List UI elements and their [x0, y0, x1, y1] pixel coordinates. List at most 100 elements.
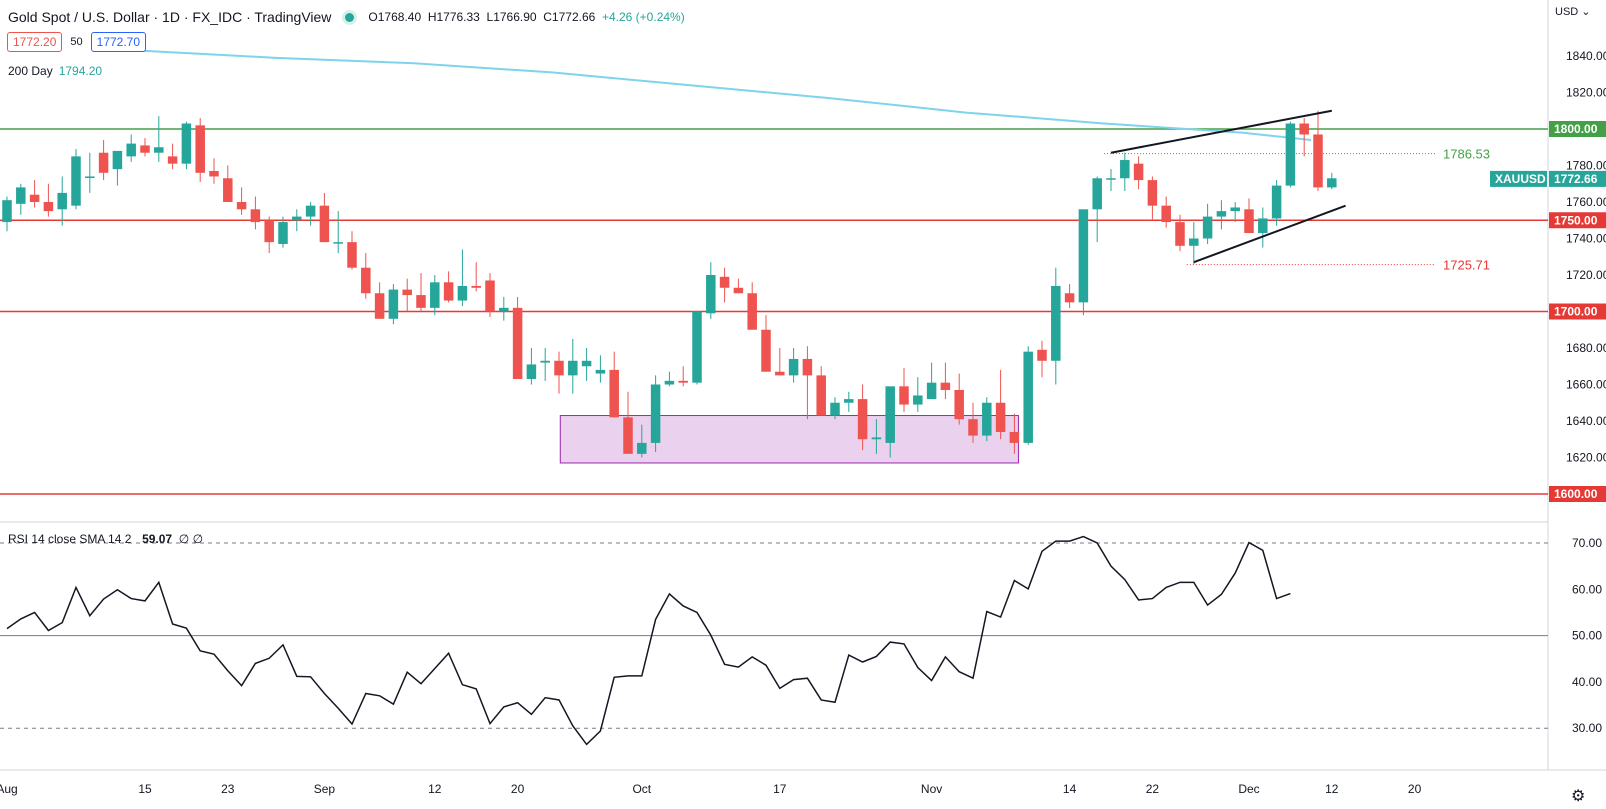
candle: [1271, 185, 1282, 219]
price-tick-label: 1780.00: [1566, 159, 1606, 173]
candle: [719, 276, 730, 288]
currency-selector[interactable]: USD ⌄: [1555, 5, 1591, 18]
price-tick-label: 1620.00: [1566, 451, 1606, 465]
candle: [264, 220, 274, 243]
candle: [871, 437, 882, 440]
candle: [71, 156, 81, 206]
rsi-tick-label: 70.00: [1572, 536, 1602, 550]
dotted-level-label: 1725.71: [1443, 258, 1490, 273]
rsi-legend[interactable]: RSI 14 close SMA 14 2 59.07 ∅ ∅: [8, 532, 203, 546]
ma-legend[interactable]: 200 Day 1794.20: [8, 64, 102, 78]
channel-lower-line: [1193, 204, 1346, 264]
candle: [374, 293, 385, 319]
candle: [319, 205, 330, 243]
time-tick-label: Nov: [921, 782, 942, 796]
chart-header: Gold Spot / U.S. Dollar · 1D · FX_IDC · …: [8, 6, 685, 28]
candle: [292, 216, 302, 221]
rsi-tick-label: 30.00: [1572, 721, 1602, 735]
currency-label: USD: [1555, 6, 1579, 18]
candle: [154, 147, 164, 153]
time-tick-label: 14: [1063, 782, 1077, 796]
candle: [223, 178, 233, 202]
level-price-tag: [1549, 303, 1606, 320]
price-tick-label: 1680.00: [1566, 341, 1606, 355]
candle: [512, 307, 523, 380]
candle: [1313, 134, 1323, 188]
candle: [609, 369, 619, 418]
candle: [2, 200, 12, 223]
dotted-level-label: 1786.53: [1443, 147, 1490, 162]
candle: [85, 176, 95, 178]
candle: [140, 145, 150, 153]
gear-icon[interactable]: ⚙: [1571, 788, 1586, 805]
level-price-tag-label: 1600.00: [1554, 487, 1598, 501]
candle: [167, 156, 178, 164]
candle: [775, 371, 785, 376]
candle: [788, 358, 799, 376]
candle: [29, 194, 40, 202]
candle: [347, 242, 357, 268]
candle: [1175, 222, 1185, 246]
price-tick-label: 1740.00: [1566, 232, 1606, 246]
candle: [236, 202, 247, 210]
candle: [1189, 238, 1199, 246]
candle: [1285, 123, 1296, 186]
candle: [485, 280, 495, 312]
trend-channel[interactable]: [1110, 109, 1346, 264]
candle: [830, 402, 840, 416]
candle: [250, 209, 261, 223]
candle: [1202, 216, 1213, 239]
ma-200-line: [137, 49, 1312, 141]
candle: [1106, 178, 1116, 180]
symbol-title[interactable]: Gold Spot / U.S. Dollar · 1D · FX_IDC · …: [8, 9, 332, 25]
candle: [471, 285, 481, 288]
candle: [885, 386, 895, 443]
symbol-tag: [1490, 170, 1547, 187]
rsi-panel: [0, 535, 1548, 746]
price-tick-label: 1820.00: [1566, 86, 1606, 100]
candle: [692, 311, 702, 383]
buy-price-button[interactable]: 1772.70: [90, 32, 147, 52]
last-price-tag: [1549, 170, 1606, 187]
candle: [57, 192, 67, 210]
candle: [540, 360, 550, 363]
candle: [1051, 285, 1061, 361]
candle: [761, 329, 771, 372]
candle: [526, 364, 537, 380]
change-value: +4.26 (+0.24%): [601, 10, 685, 24]
candle: [1327, 178, 1337, 188]
candle: [802, 358, 813, 376]
chevron-down-icon: ⌄: [1581, 6, 1591, 18]
time-tick-label: Aug: [0, 782, 18, 796]
candle: [112, 150, 123, 170]
candle: [1037, 349, 1047, 361]
sell-price-button[interactable]: 1772.20: [7, 32, 63, 52]
candle: [857, 399, 868, 440]
candle: [581, 360, 592, 367]
level-price-tag-label: 1750.00: [1554, 213, 1598, 227]
candle: [181, 123, 192, 164]
close-value: C1772.66: [543, 10, 596, 24]
candle: [637, 442, 647, 454]
candle: [430, 282, 440, 308]
time-tick-label: Dec: [1238, 782, 1259, 796]
candle: [333, 242, 343, 244]
candle: [402, 289, 412, 296]
symbol-tag-label: XAUUSD: [1495, 172, 1546, 186]
accumulation-zone[interactable]: [559, 415, 1019, 464]
zone-rect: [559, 415, 1019, 464]
time-tick-label: Sep: [314, 782, 336, 796]
candle: [664, 380, 675, 385]
open-value: O1768.40: [368, 10, 422, 24]
candle: [1258, 218, 1268, 234]
time-tick-label: 17: [773, 782, 787, 796]
candle: [416, 295, 426, 308]
candle: [1216, 211, 1227, 217]
level-price-tag-label: 1700.00: [1554, 305, 1598, 319]
candle: [499, 307, 509, 312]
candle: [278, 222, 288, 244]
candle: [899, 386, 909, 405]
candle: [595, 369, 606, 374]
candle: [982, 402, 992, 436]
